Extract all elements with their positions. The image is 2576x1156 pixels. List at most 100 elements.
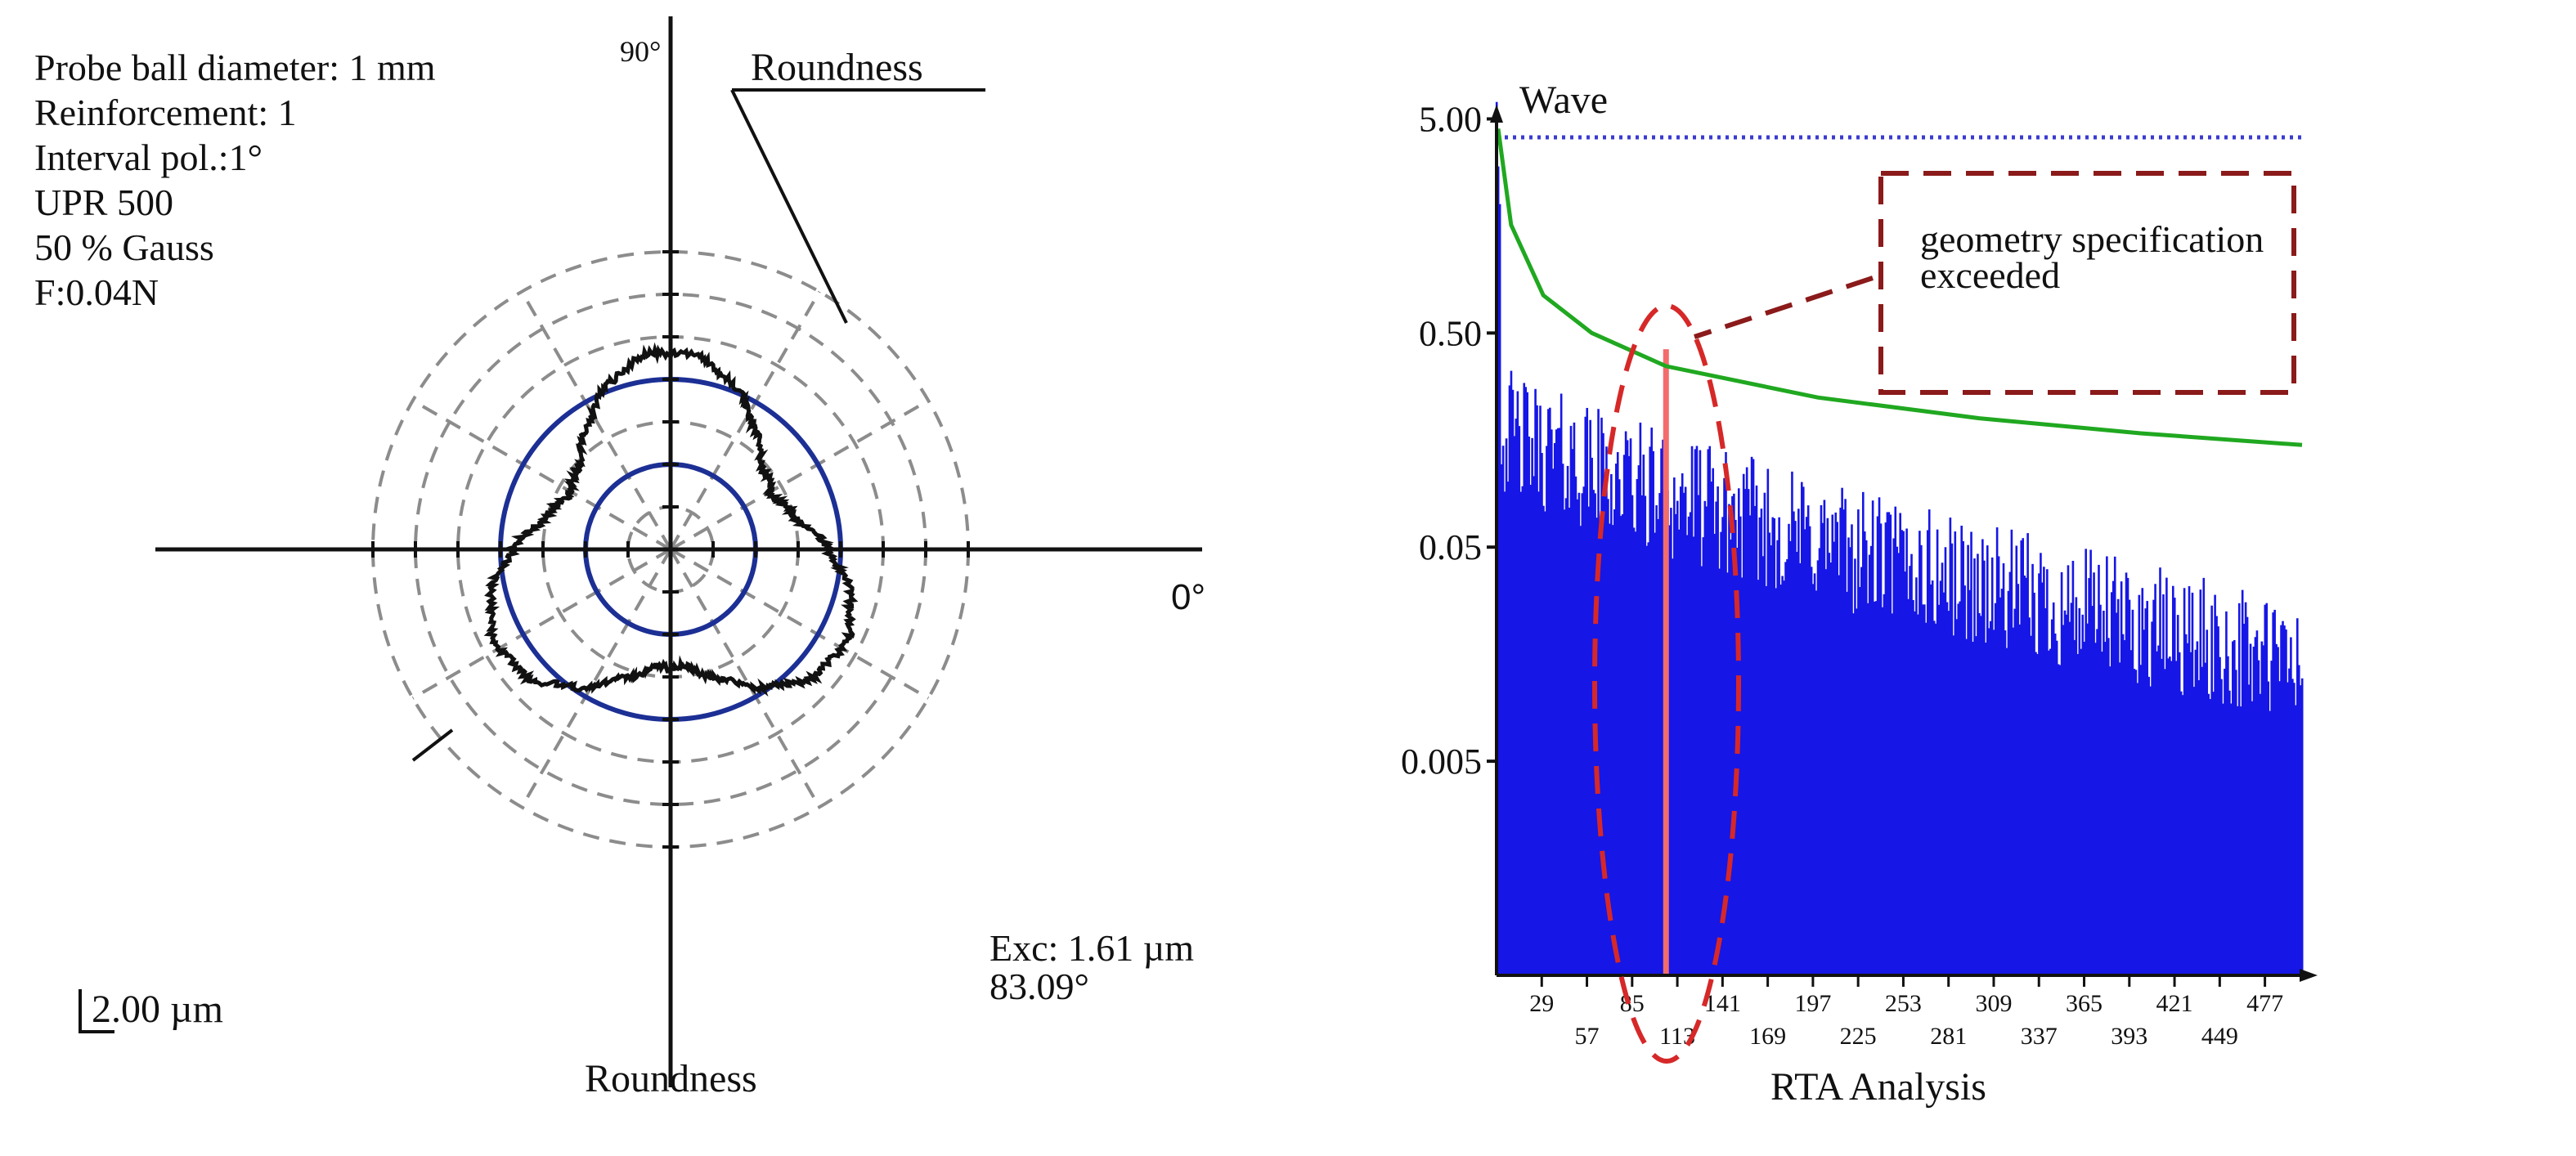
spectrum-bar	[1884, 522, 1887, 975]
spectrum-bar	[1992, 630, 1995, 975]
spectrum-bar	[1713, 533, 1716, 975]
spectrum-bar	[1745, 467, 1748, 975]
spectrum-bar	[1865, 540, 1868, 975]
spectrum-bar	[1794, 521, 1797, 975]
spectrum-bar	[1621, 514, 1624, 975]
spectrum-bar	[2055, 640, 2058, 975]
spectrum-bar	[2030, 635, 2032, 975]
spectrum-bar	[1909, 566, 1911, 975]
spectrum-bar	[2052, 602, 2055, 975]
spectrum-bar	[2086, 623, 2089, 975]
spectrum-bar	[1839, 507, 1842, 975]
spectrum-bar	[2041, 582, 2044, 975]
spectrum-bar	[1761, 556, 1765, 975]
min-ring-leader	[411, 728, 454, 762]
spectrum-bar	[1844, 499, 1847, 975]
spectrum-bar	[2004, 630, 2007, 975]
spectrum-bar	[2293, 683, 2296, 975]
spectrum-bar	[2265, 603, 2269, 975]
spectrum-bar	[2154, 584, 2156, 975]
spectrum-bar	[1684, 486, 1687, 975]
spectrum-x-label: RTA Analysis	[1770, 1065, 1986, 1109]
spectrum-bar	[1902, 531, 1905, 975]
x-tick-label: 337	[2021, 1023, 2058, 1050]
spectrum-bar	[1826, 518, 1829, 975]
spectrum-bar	[1677, 529, 1681, 975]
spectrum-bar	[2278, 681, 2281, 975]
spectrum-bar	[1549, 407, 1551, 976]
spectrum-bar	[1586, 407, 1589, 975]
spectrum-bar	[1574, 476, 1577, 975]
spectrum-bar	[2008, 571, 2012, 975]
spectrum-bar	[1929, 584, 1932, 975]
spectrum-bar	[1972, 642, 1974, 975]
spectrum-bar	[2277, 647, 2279, 975]
spectrum-bar	[2170, 661, 2173, 975]
spectrum-bar	[1498, 204, 1501, 975]
spectrum-bar	[2197, 680, 2201, 975]
spectrum-bar	[1607, 499, 1609, 975]
spectrum-bar	[1647, 542, 1650, 975]
spectrum-bar	[2234, 670, 2237, 975]
spectrum-bar	[1639, 422, 1642, 975]
spectrum-bar	[2178, 652, 2181, 975]
spectrum-bar	[1987, 628, 1990, 975]
spectrum-bar	[2047, 650, 2050, 975]
spectrum-bar	[1561, 464, 1564, 975]
spectrum-bar	[2259, 693, 2262, 975]
spectrum-bar	[2169, 656, 2171, 975]
spectrum-bar	[2139, 665, 2143, 975]
spectrum-bar	[1668, 525, 1671, 975]
spectrum-bar	[1637, 465, 1640, 975]
spectrum-bar	[2247, 684, 2251, 975]
spectrum-bar	[2068, 621, 2071, 975]
x-tick-label: 253	[1885, 990, 1922, 1017]
spectrum-bar	[1673, 477, 1676, 975]
spectrum-bar	[1556, 428, 1560, 975]
spectrum-bar	[1763, 492, 1766, 975]
spectrum-bar	[2228, 690, 2231, 975]
spectrum-bar	[1805, 517, 1808, 975]
spectrum-bar	[1828, 553, 1831, 975]
spectrum-bar	[2101, 652, 2103, 975]
spectrum-bar	[2020, 540, 2023, 975]
spectrum-bar	[2194, 649, 2197, 975]
spectrum-bar	[1973, 558, 1976, 975]
spectrum-bar	[2300, 678, 2304, 975]
spectrum-bar	[1600, 417, 1603, 975]
spectrum-bar	[1699, 450, 1702, 975]
radial-grid-line	[520, 549, 672, 809]
spectrum-bar	[2275, 643, 2278, 975]
spectrum-bar	[1670, 508, 1672, 975]
spectrum-bar	[1914, 611, 1916, 975]
spectrum-bar	[1836, 522, 1839, 975]
spectrum-bar	[2212, 692, 2215, 975]
spectrum-bar	[2285, 629, 2287, 975]
spectrum-bar	[1962, 540, 1964, 975]
spectrum-bar	[1829, 562, 1833, 975]
annotation-box	[1878, 171, 2296, 395]
spectrum-bar	[1990, 557, 1994, 975]
spectrum-bar	[1939, 580, 1942, 975]
spectrum-bar	[1564, 498, 1568, 975]
spectrum-bar	[2133, 669, 2136, 975]
spectrum-bar	[1676, 500, 1679, 975]
spectrum-bar	[2251, 701, 2254, 975]
spectrum-bar	[1523, 383, 1526, 976]
spectrum-bar	[2094, 643, 2097, 975]
spectrum-bar	[1657, 518, 1659, 975]
radial-grid-line	[411, 548, 672, 700]
spectrum-bar	[1959, 601, 1962, 975]
spectrum-bar	[2112, 580, 2115, 975]
scale-bar: 2.00 µm	[79, 988, 223, 1033]
spectrum-bar	[1963, 585, 1966, 975]
spectrum-bar	[1920, 544, 1923, 975]
spectrum-bar	[2191, 592, 2194, 975]
spectrum-bar	[1723, 477, 1726, 975]
radial-grid-line	[520, 290, 672, 551]
spectrum-bar	[1887, 512, 1891, 975]
spectrum-bar	[1739, 516, 1742, 975]
spectrum-bar	[2025, 577, 2027, 975]
spectrum-bar	[2249, 643, 2252, 975]
spectrum-bar	[1851, 524, 1853, 975]
